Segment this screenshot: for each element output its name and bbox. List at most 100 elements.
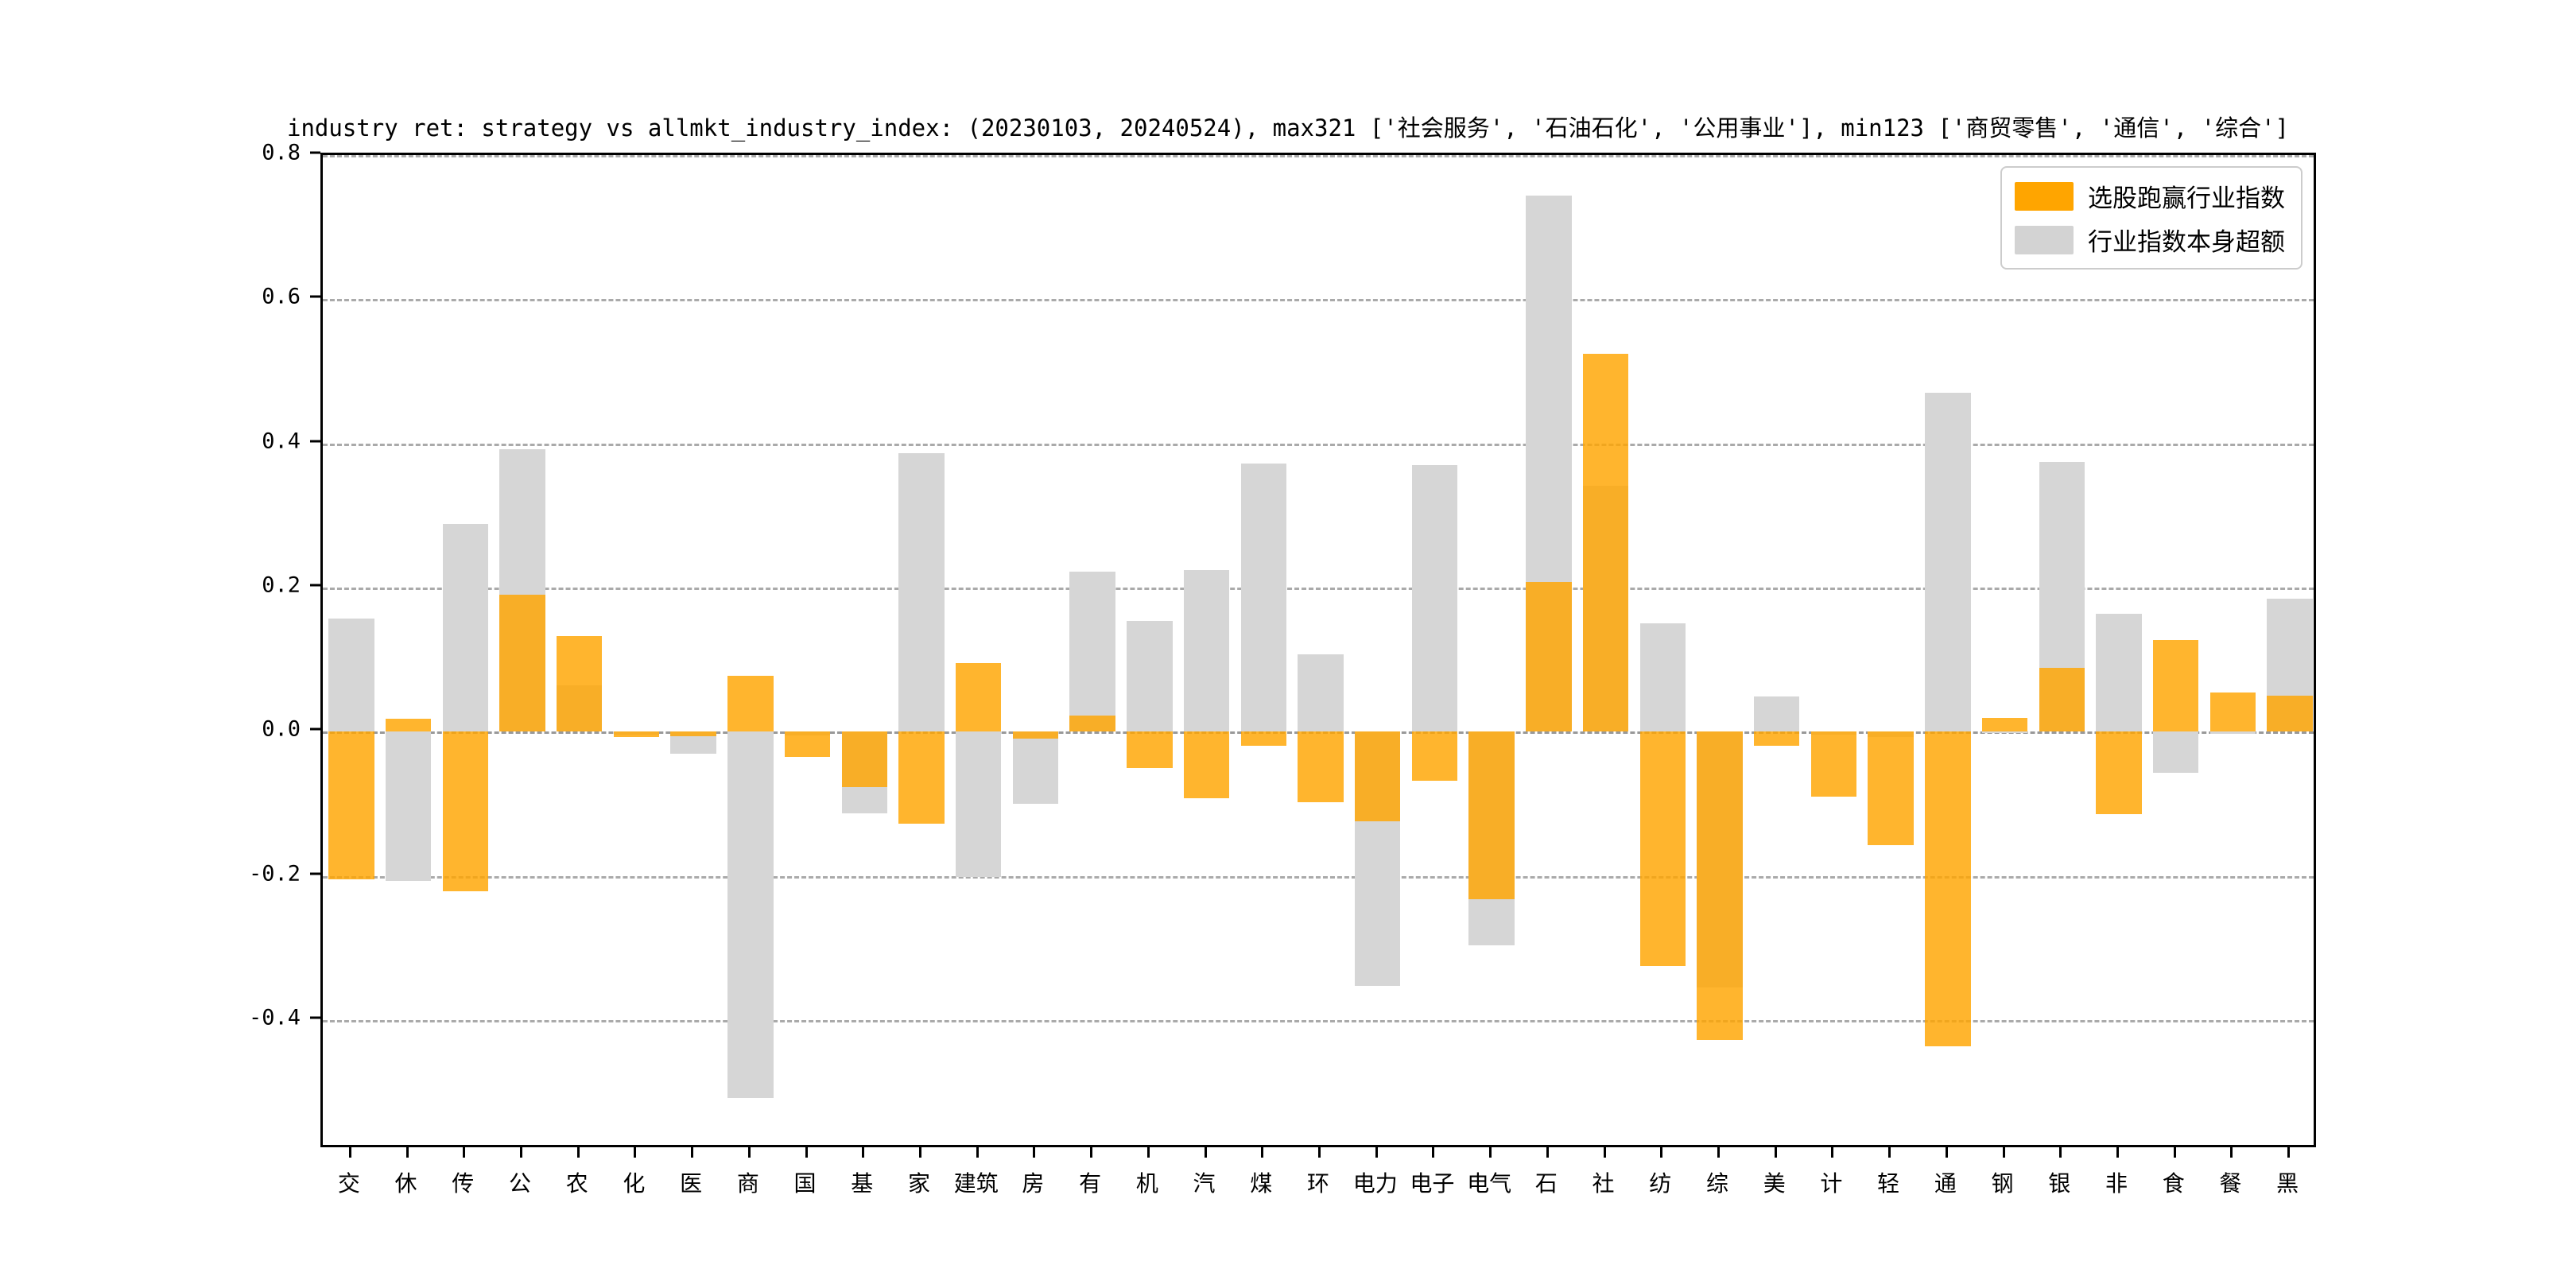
bar-group [1526,155,1572,1145]
y-tick-label: 0.8 [262,140,301,165]
x-tick-mark [576,1147,580,1158]
bar-group [499,155,545,1145]
bar-group [2267,155,2313,1145]
x-tick-mark [1717,1147,1720,1158]
x-tick-mark [463,1147,466,1158]
y-tick-mark [310,295,320,298]
x-tick-mark [1546,1147,1549,1158]
x-tick-label-34: 黑 [2276,1170,2299,1197]
x-tick-label-4: 农 [565,1170,588,1197]
bar-index-excess [2153,731,2199,773]
bar-group [2039,155,2085,1145]
x-tick-label-30: 银 [2048,1170,2071,1197]
bar-stock-alpha [1639,731,1686,966]
x-tick-mark [862,1147,865,1158]
bar-stock-alpha [1183,731,1230,798]
x-tick-mark [1090,1147,1093,1158]
x-tick-mark [691,1147,694,1158]
bar-group [1697,155,1743,1145]
bar-group [1240,155,1286,1145]
bar-group [613,155,660,1145]
x-tick-mark [520,1147,522,1158]
x-tick-label-17: 环 [1306,1170,1330,1197]
legend-item[interactable]: 行业指数本身超额 [2015,222,2285,258]
bar-stock-alpha [1981,717,2028,732]
bar-group [1012,155,1059,1145]
bar-stock-alpha [1355,731,1401,821]
x-tick-label-7: 商 [736,1170,759,1197]
x-tick-label-2: 传 [452,1170,475,1197]
y-tick-mark [310,1016,320,1019]
x-tick-label-9: 基 [851,1170,874,1197]
x-tick-label-20: 电气 [1467,1170,1512,1197]
bar-stock-alpha [841,731,887,787]
chart-title: industry ret: strategy vs allmkt_industr… [286,114,2289,142]
legend[interactable]: 选股跑赢行业指数 行业指数本身超额 [2000,166,2302,270]
y-tick-label: 0.6 [262,284,301,309]
x-tick-label-0: 交 [337,1170,360,1197]
x-tick-mark [2173,1147,2176,1158]
legend-item[interactable]: 选股跑赢行业指数 [2015,178,2285,214]
bar-stock-alpha [328,731,374,880]
x-tick-mark [1318,1147,1321,1158]
bar-stock-alpha [1127,731,1173,768]
x-tick-mark [634,1147,637,1158]
bar-stock-alpha [613,731,660,738]
bar-stock-alpha [1468,731,1515,899]
y-tick-label: 0.0 [262,716,301,742]
x-tick-label-16: 煤 [1250,1170,1273,1197]
x-tick-mark [1603,1147,1606,1158]
bar-group [1411,155,1458,1145]
bar-group [385,155,432,1145]
bar-stock-alpha [2039,668,2085,732]
x-tick-mark [405,1147,409,1158]
x-tick-label-22: 社 [1592,1170,1615,1197]
bar-group [1925,155,1971,1145]
bar-index-excess [1240,463,1286,732]
bar-index-excess [1012,731,1059,804]
x-tick-mark [1774,1147,1777,1158]
x-tick-mark [1375,1147,1378,1158]
y-tick-label: 0.4 [262,429,301,454]
bar-index-excess [442,524,488,732]
x-tick-label-19: 电子 [1410,1170,1455,1197]
x-tick-mark [1432,1147,1435,1158]
bar-index-excess [1069,571,1115,732]
x-tick-label-1: 休 [394,1170,417,1197]
bar-stock-alpha [670,731,716,736]
bar-stock-alpha [1582,354,1629,732]
bar-index-excess [898,453,945,732]
x-tick-label-21: 石 [1534,1170,1558,1197]
x-tick-label-28: 通 [1934,1170,1957,1197]
x-tick-mark [1146,1147,1150,1158]
bar-group [328,155,374,1145]
y-tick-mark [310,584,320,587]
x-tick-label-18: 电力 [1352,1170,1398,1197]
bar-stock-alpha [2267,695,2313,732]
bar-index-excess [1298,654,1344,732]
bar-group [898,155,945,1145]
bar-stock-alpha [1526,581,1572,732]
bar-stock-alpha [1012,731,1059,739]
bar-index-excess [1925,393,1971,732]
bar-group [1754,155,1800,1145]
x-tick-label-6: 医 [680,1170,703,1197]
x-tick-label-24: 综 [1705,1170,1729,1197]
bar-group [2209,155,2256,1145]
x-tick-label-3: 公 [508,1170,532,1197]
bar-index-excess [1183,570,1230,732]
x-tick-mark [2059,1147,2062,1158]
x-tick-label-12: 房 [1022,1170,1045,1197]
bar-group [784,155,831,1145]
y-tick-label: 0.2 [262,572,301,598]
x-tick-mark [348,1147,351,1158]
bar-group [1298,155,1344,1145]
bar-index-excess [385,731,432,881]
y-tick-mark [310,872,320,875]
x-tick-mark [2230,1147,2233,1158]
bar-stock-alpha [1810,731,1857,797]
bar-group [1127,155,1173,1145]
x-tick-label-23: 纺 [1649,1170,1672,1197]
x-tick-mark [1660,1147,1663,1158]
